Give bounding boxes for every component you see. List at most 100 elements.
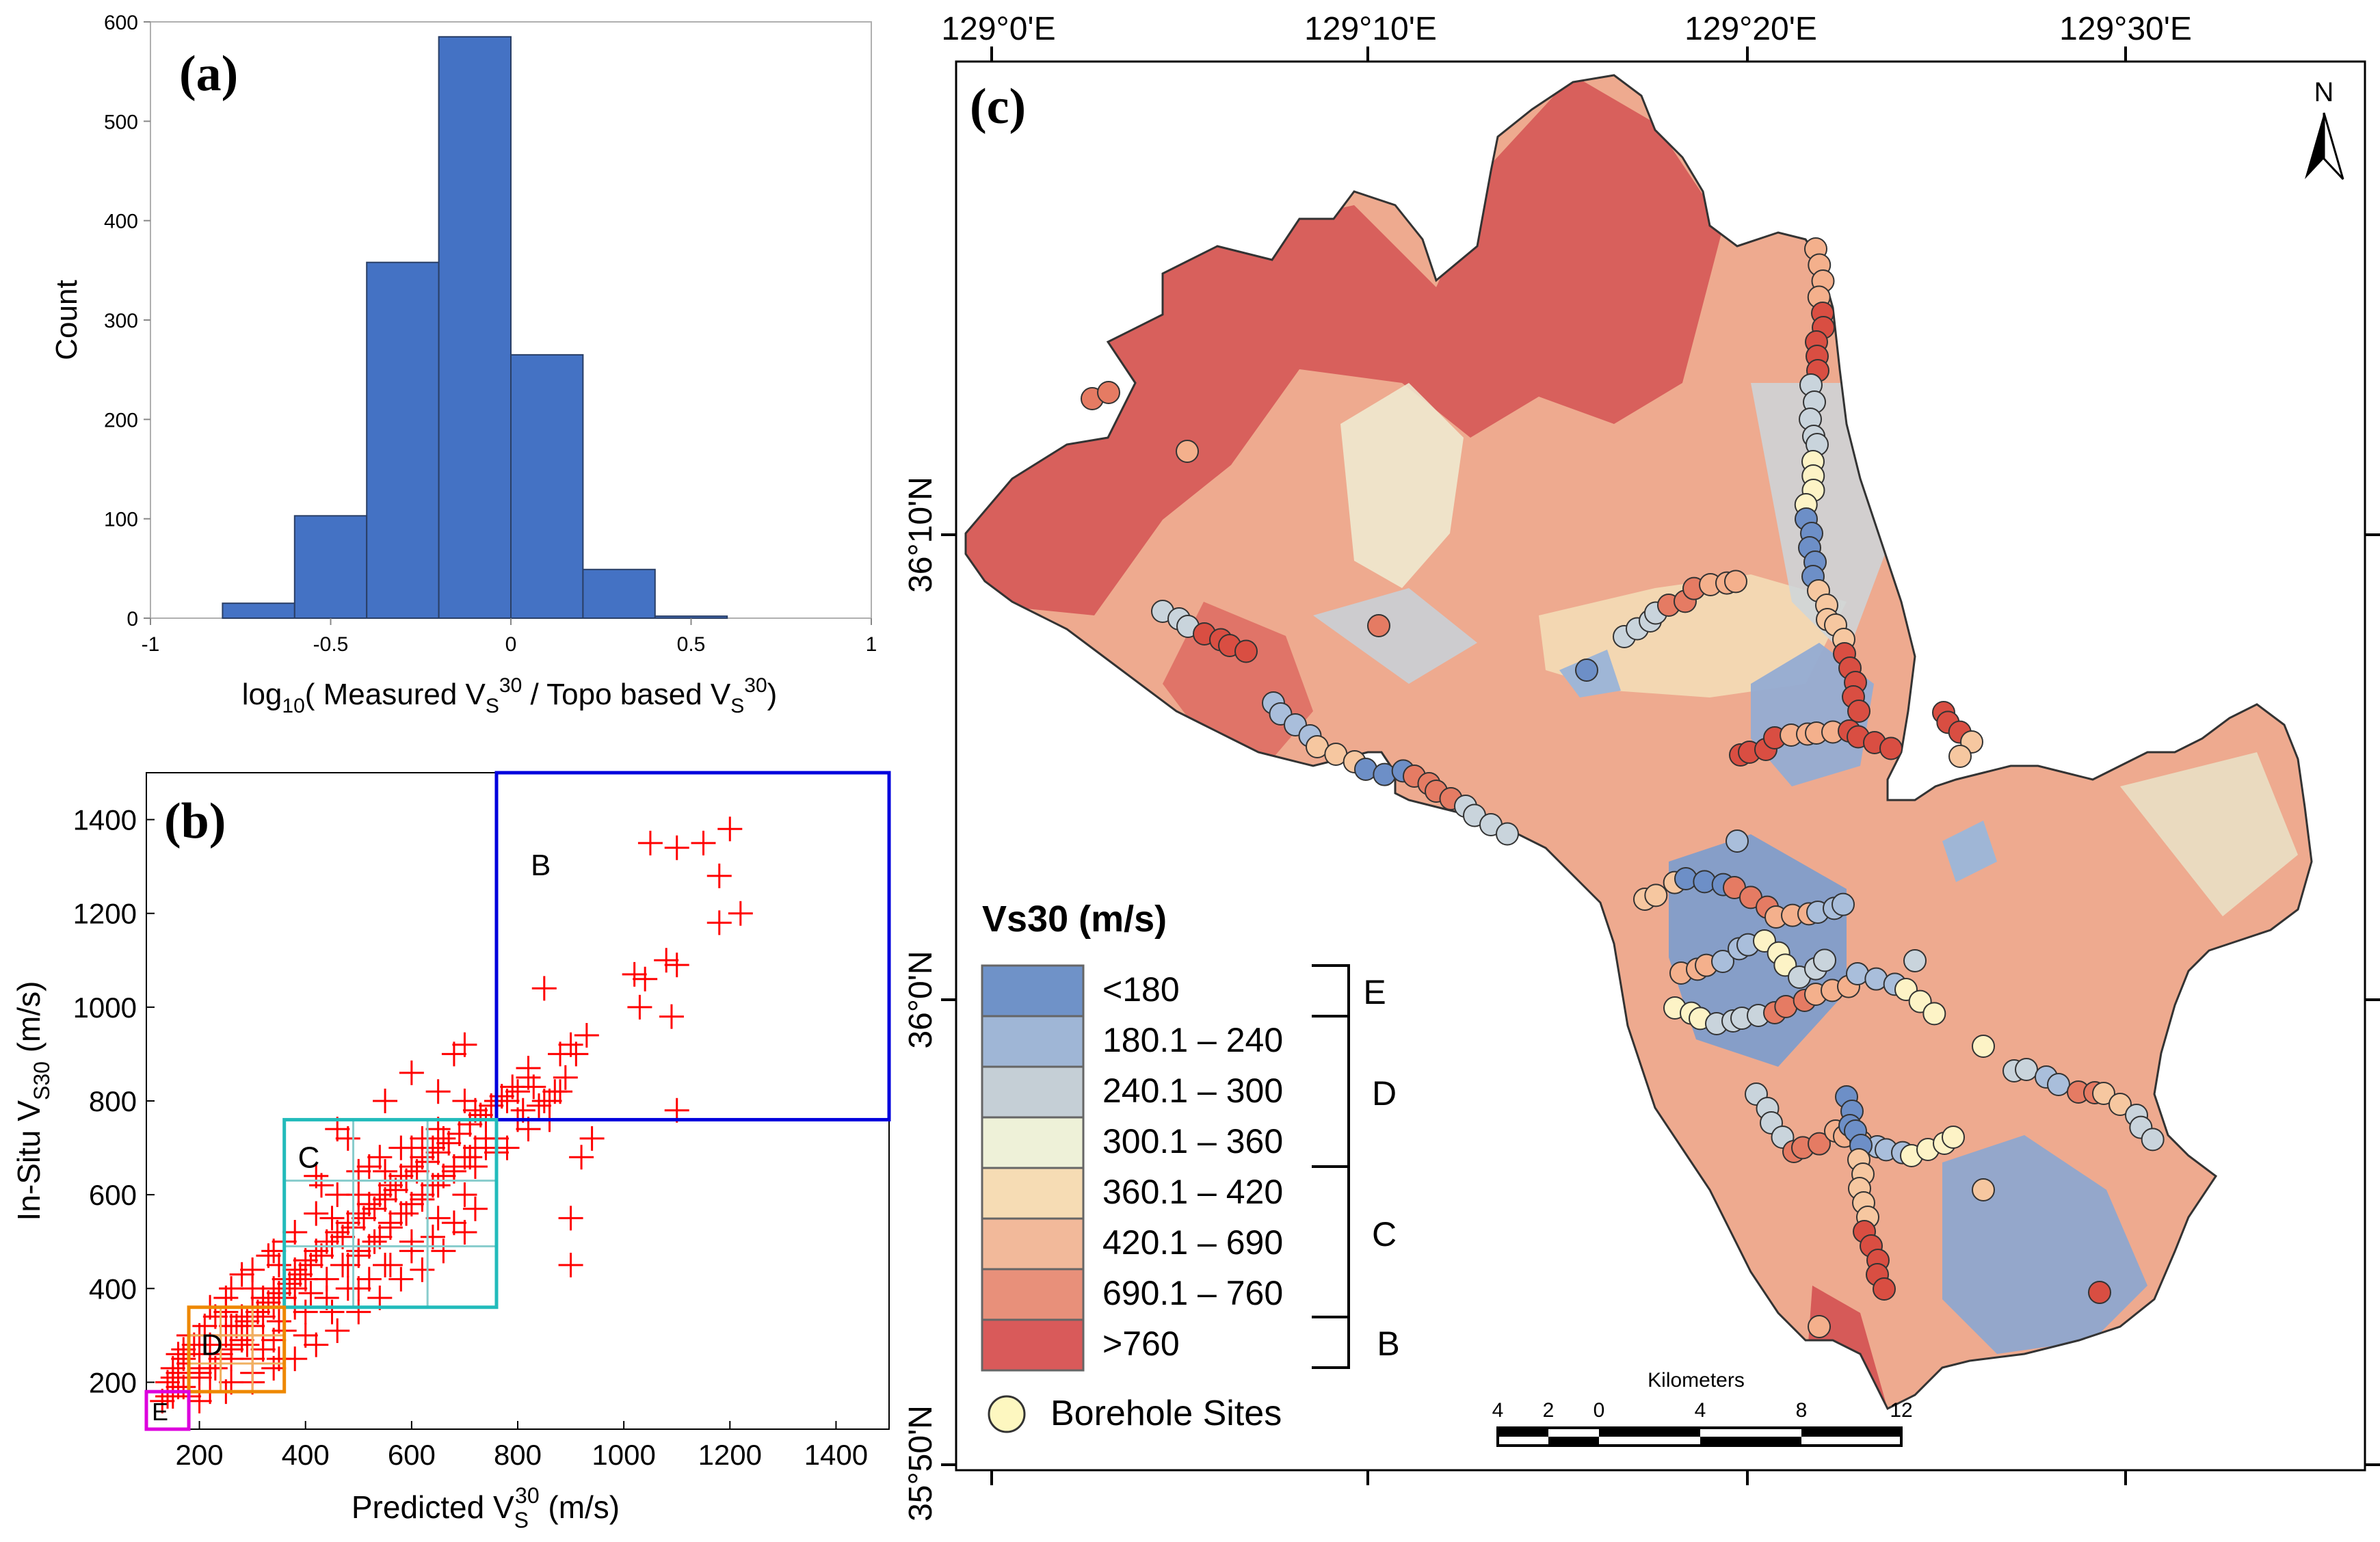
class-B-box [494, 771, 891, 1121]
borehole-site [1813, 948, 1836, 972]
site-class-E: E [1363, 973, 1386, 1011]
scale-tick-label: 8 [1796, 1399, 1808, 1422]
north-arrow-label: N [2314, 77, 2334, 107]
scatter-point [500, 1074, 525, 1100]
scatter-point [346, 1299, 371, 1325]
scatter-point [388, 1201, 414, 1226]
scatter-point [356, 1154, 382, 1179]
scatter-point [219, 1276, 244, 1301]
scatter-point [574, 1023, 599, 1048]
class-D-label: D [201, 1329, 223, 1362]
scatter-point [335, 1253, 360, 1277]
y-tick-label: 1200 [73, 898, 137, 930]
lon-label-129-10: 129°10'E [1304, 11, 1437, 47]
zone-360-420-a [1539, 574, 1847, 697]
scatter-point [462, 1196, 488, 1221]
scatter-point [166, 1374, 191, 1400]
panel-a-label: (a) [179, 46, 238, 102]
borehole-site [1644, 883, 1668, 907]
zone-300-360-b [2120, 752, 2298, 916]
borehole-site [2141, 1128, 2165, 1152]
scatter-point [425, 1079, 451, 1104]
scale-tick-label: 12 [1890, 1399, 1912, 1422]
scatter-point [399, 1191, 424, 1217]
borehole-site [1903, 949, 1927, 972]
y-tick-label: 200 [104, 409, 138, 431]
legend-title: Vs30 (m/s) [982, 899, 1167, 940]
borehole-site [1922, 1002, 1946, 1026]
lat-label-35-50: 35°50'N [903, 1405, 939, 1521]
scatter-point [447, 1121, 472, 1146]
scatter-point [399, 1060, 424, 1085]
legend-label-3: 300.1 – 360 [1102, 1122, 1283, 1160]
scatter-point [304, 1332, 329, 1357]
scatter-point [569, 1145, 594, 1170]
scatter-point [325, 1318, 350, 1343]
y-tick-label: 400 [89, 1273, 137, 1305]
scatter-point [452, 1032, 477, 1057]
scale-tick-labels: 4 2 0 4 8 12 [1492, 1399, 1913, 1422]
scatter-point [420, 1135, 445, 1160]
scatter-point [383, 1178, 408, 1203]
scatter-point [431, 1238, 456, 1264]
legend-label-6: 690.1 – 760 [1102, 1274, 1283, 1312]
scatter-point [373, 1158, 398, 1184]
scatter-point [564, 1041, 589, 1067]
legend-swatch-4 [981, 1167, 1085, 1220]
scatter-point [373, 1089, 398, 1113]
scatter-point [452, 1145, 477, 1170]
lon-label-129-30: 129°30'E [2059, 11, 2192, 47]
borehole-site [1575, 659, 1598, 682]
vs30-legend: Vs30 (m/s) <180 180.1 – 240 240.1 – 300 300… [981, 899, 1400, 1433]
scatter-point [277, 1271, 302, 1297]
borehole-site [1176, 440, 1199, 463]
borehole-site [1847, 700, 1870, 723]
borehole-site [2088, 1281, 2111, 1304]
y-tick-label: 200 [89, 1366, 137, 1398]
scatter-point [304, 1163, 329, 1188]
y-tick-label: 800 [89, 1085, 137, 1117]
scatter-point [367, 1182, 393, 1208]
legend-label-0: <180 [1102, 970, 1180, 1009]
borehole-site [1496, 822, 1519, 846]
scatter-point [558, 1032, 583, 1057]
scatter-point [256, 1243, 281, 1268]
scatter-point [352, 1206, 377, 1231]
scatter-point [473, 1126, 499, 1151]
legend-swatch-5 [981, 1217, 1085, 1271]
legend-label-2: 240.1 – 300 [1102, 1072, 1283, 1110]
scatter-point [287, 1262, 313, 1287]
scatter-point [314, 1229, 339, 1254]
scatter-point [319, 1206, 345, 1231]
x-tick-label: 800 [494, 1439, 542, 1471]
zone-180-240-a [1751, 643, 1874, 786]
scatter-point [436, 1130, 462, 1156]
scale-title: Kilometers [1648, 1369, 1745, 1392]
histogram-x-ticks: -1 -0.5 0 0.5 1 [142, 618, 877, 656]
borehole-sites [1081, 237, 2165, 1338]
legend-swatch-2 [981, 1065, 1085, 1119]
scatter-point [410, 1126, 435, 1151]
scatter-point [717, 816, 743, 842]
scatter-point [282, 1346, 308, 1372]
scatter-point [452, 1182, 477, 1208]
scatter-point [261, 1355, 287, 1381]
scatter-point [664, 953, 689, 978]
borehole-site [1832, 892, 1855, 916]
scatter-point [166, 1342, 191, 1367]
borehole-site [1879, 736, 1903, 760]
panel-a-histogram: 0 100 200 300 400 500 600 -1 -0.5 0 0.5 1 (a) Coun… [50, 12, 877, 717]
scatter-point [298, 1281, 323, 1306]
scatter-point [706, 910, 732, 935]
scatter-point [250, 1337, 276, 1362]
scatter-point [425, 1140, 451, 1165]
x-tick-label: 1400 [804, 1439, 868, 1471]
scatter-point [373, 1187, 398, 1212]
scatter-point [367, 1145, 393, 1170]
scatter-point [261, 1327, 287, 1353]
legend-items: <180 180.1 – 240 240.1 – 300 300.1 – 360 360… [981, 964, 1283, 1372]
y-tick-label: 300 [104, 310, 138, 332]
borehole-site [1873, 1277, 1896, 1301]
scatter-point [462, 1154, 488, 1179]
scatter-point [728, 901, 753, 926]
